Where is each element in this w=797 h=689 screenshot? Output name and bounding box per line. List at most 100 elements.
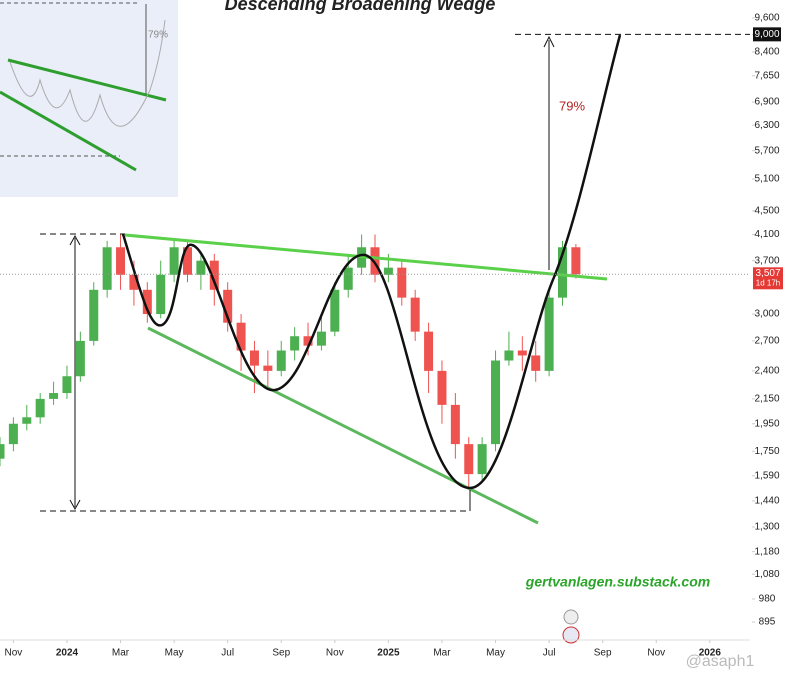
y-tick-label: 980: [759, 594, 776, 605]
x-tick-label: 2026: [699, 648, 722, 659]
y-tick-label: 1,750: [754, 446, 779, 457]
annotation: gertvanlagen.substack.com: [525, 574, 710, 590]
last-price-label: 3,507: [755, 268, 780, 279]
arrow-head: [69, 234, 81, 511]
x-tick-label: 2024: [56, 648, 79, 659]
inset: 79%: [0, 0, 178, 197]
candle-body: [491, 360, 501, 445]
pattern-curve: [121, 34, 622, 490]
candle-body: [544, 297, 554, 371]
countdown: 1d 17h: [756, 278, 780, 287]
x-tick-label: Sep: [272, 648, 290, 659]
inset-path: [9, 19, 166, 127]
wedge-upper: [124, 233, 608, 281]
x-tick-label: Jul: [221, 648, 234, 659]
x-tick-label: Jul: [543, 648, 556, 659]
y-tick-label: 5,700: [754, 145, 779, 156]
wedge-lower: [147, 326, 539, 525]
candle-body: [290, 336, 300, 351]
candle-body: [22, 417, 32, 424]
y-tick-label: 1,180: [754, 546, 779, 557]
candle-body: [209, 260, 219, 290]
candle-body: [62, 376, 72, 394]
inset-upper-line: [7, 58, 167, 102]
drawings: 79% gertvanlagen.substack.com: [40, 34, 710, 644]
y-tick-label: 4,100: [754, 229, 779, 240]
x-tick-label: Nov: [647, 648, 665, 659]
chart-title: Descending Broadening Wedge: [225, 0, 496, 14]
y-tick-label: 6,900: [754, 97, 779, 108]
inset-label: 79%: [148, 30, 168, 41]
candle-body: [276, 350, 286, 371]
candle-body: [303, 336, 313, 346]
candle-body: [558, 247, 567, 298]
y-tick-label: 2,400: [754, 366, 779, 377]
y-tick-label: 9,000: [754, 29, 779, 40]
y-tick-label: 8,400: [754, 47, 779, 58]
candle-body: [116, 247, 126, 275]
candle-body: [249, 350, 259, 366]
y-tick-label: 5,100: [754, 174, 779, 185]
y-tick-label: 4,500: [754, 205, 779, 216]
candle-body: [316, 331, 326, 346]
x-tick-label: Sep: [594, 648, 612, 659]
candle-body: [464, 444, 474, 475]
candle-body: [223, 289, 233, 323]
candle-body: [196, 260, 206, 275]
x-tick-label: Mar: [112, 648, 130, 659]
y-tick-label: 3,000: [754, 309, 779, 320]
y-tick-label: 895: [759, 617, 776, 628]
x-tick-label: 2025: [377, 648, 400, 659]
candle-body: [8, 423, 18, 445]
y-tick-label: 3,700: [754, 255, 779, 266]
candle-body: [236, 322, 246, 351]
candle-body: [263, 365, 273, 371]
y-tick-label: 9,600: [754, 13, 779, 24]
inset-lower-line: [0, 90, 137, 172]
candle-body: [169, 247, 179, 275]
candle-body: [89, 289, 99, 341]
y-tick-label: 1,950: [754, 418, 779, 429]
candle-body: [49, 393, 59, 399]
icon: [563, 609, 579, 625]
x-tick-label: Mar: [433, 648, 451, 659]
x-tick-label: Nov: [4, 648, 22, 659]
candle-body: [450, 404, 460, 445]
x-tick-label: Nov: [326, 648, 344, 659]
candle-body: [571, 247, 581, 275]
x-tick-label: May: [486, 648, 505, 659]
y-tick-label: 1,300: [754, 522, 779, 533]
y-tick-label: 1,590: [754, 470, 779, 481]
candle-body: [504, 350, 514, 361]
candle-body: [343, 267, 353, 290]
candle-body: [517, 350, 527, 356]
y-tick-label: 6,300: [754, 120, 779, 131]
candle-body: [397, 267, 407, 298]
watermark: @asaph1: [686, 653, 755, 670]
candle-body: [102, 247, 112, 290]
candle-body: [183, 247, 192, 275]
candle-body: [437, 370, 447, 405]
y-tick-label: 2,150: [754, 394, 779, 405]
marks: [0, 234, 581, 488]
candle-body: [477, 444, 487, 475]
last-price-box: [753, 267, 783, 290]
candle-body: [383, 267, 393, 275]
x-tick-label: May: [165, 648, 184, 659]
icon: [562, 626, 580, 644]
candle-body: [129, 274, 139, 290]
y-tick-label: 2,700: [754, 336, 779, 347]
inset-bg: [0, 0, 178, 197]
candle-body: [330, 289, 340, 332]
candle-body: [424, 331, 434, 371]
y-tick-label: 7,650: [754, 70, 779, 81]
candle-body: [370, 247, 380, 275]
candle-body: [0, 444, 5, 459]
candle-body: [156, 274, 166, 315]
annotation: 79%: [559, 98, 585, 113]
candle-body: [35, 398, 45, 418]
target-label-box: [753, 27, 781, 42]
candle-body: [531, 355, 541, 371]
candle-body: [75, 340, 85, 377]
